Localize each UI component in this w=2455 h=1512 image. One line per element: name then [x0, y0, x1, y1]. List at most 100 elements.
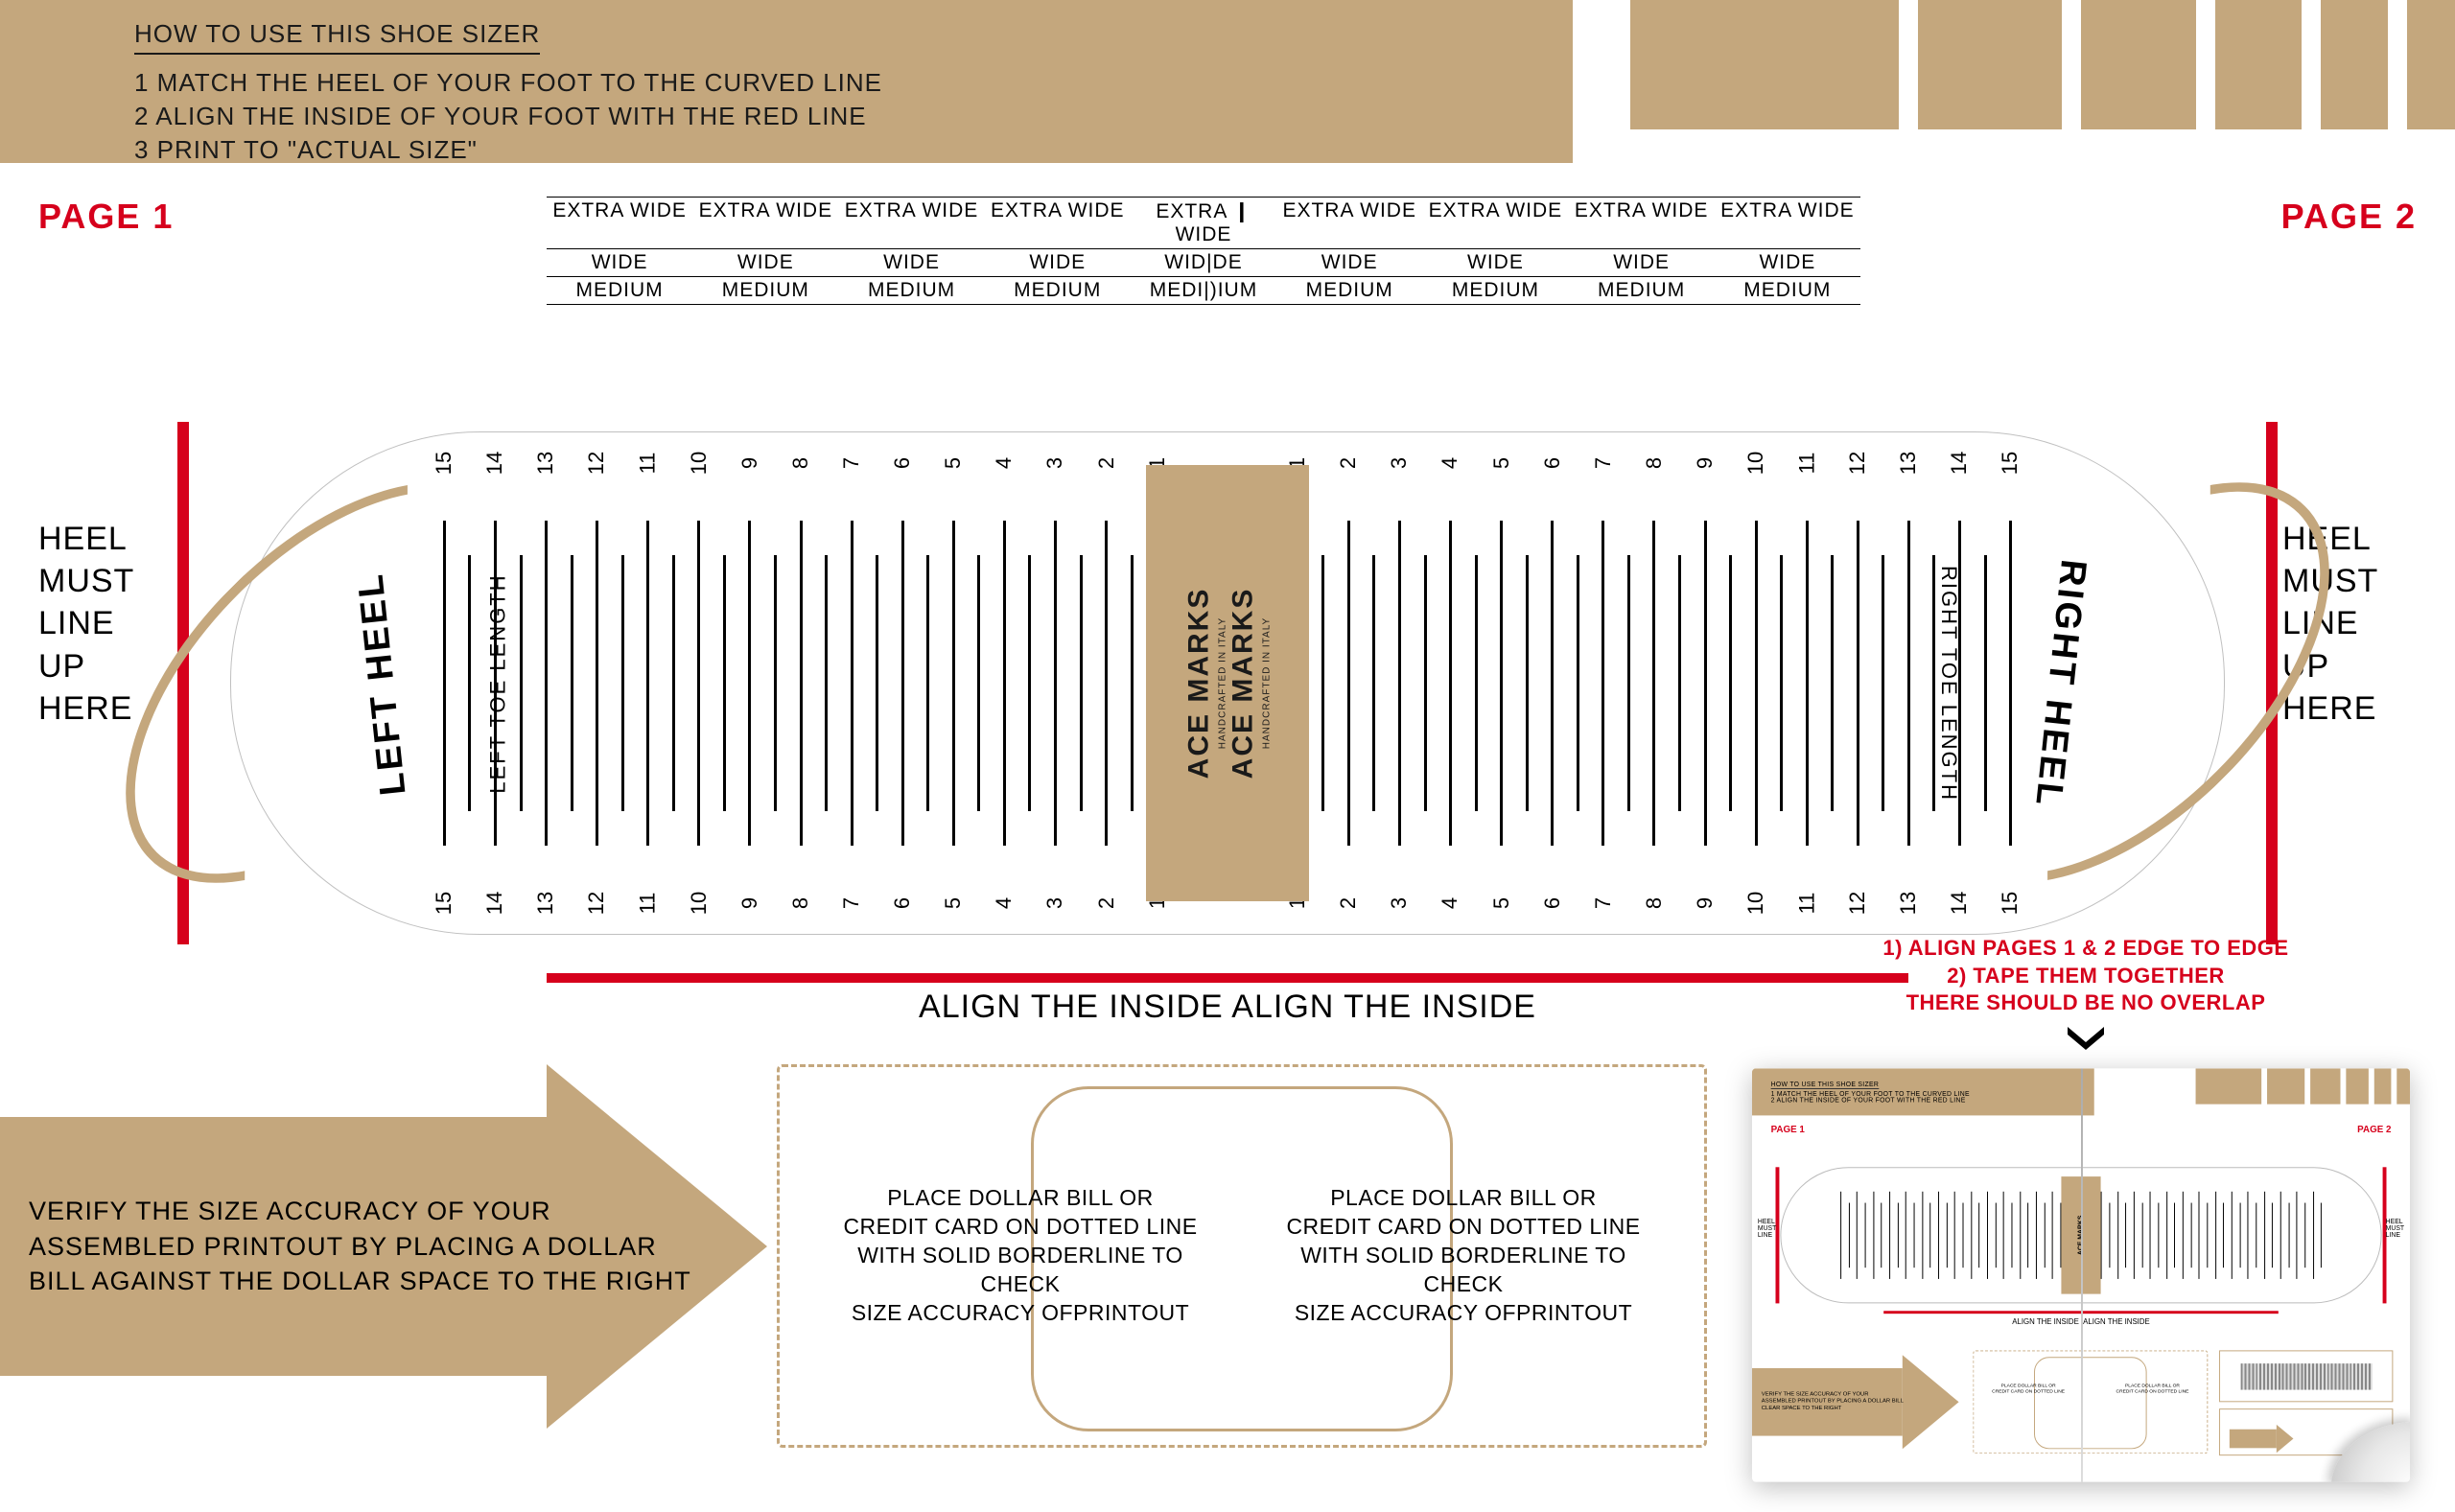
size-tick: 99: [1693, 451, 1718, 916]
size-tick: 44: [1438, 451, 1463, 916]
width-cell: EXTRA WIDE: [985, 198, 1131, 248]
width-cell: WIDE: [692, 249, 838, 276]
size-tick: 88: [788, 451, 814, 916]
size-tick: 1010: [687, 451, 713, 916]
size-tick: 88: [1642, 451, 1668, 916]
width-cell: EXTRA ❙ WIDE: [1131, 198, 1276, 248]
top-right-block: [2081, 0, 2196, 129]
size-tick: 1313: [1896, 451, 1922, 916]
page-2-label: PAGE 2: [2281, 197, 2417, 237]
width-cell: WIDE: [1422, 249, 1568, 276]
verify-text-left: PLACE DOLLAR BILL ORCREDIT CARD ON DOTTE…: [838, 1184, 1203, 1327]
size-tick: 66: [1539, 451, 1565, 916]
header-step-3: 3 PRINT TO "ACTUAL SIZE": [134, 135, 1438, 165]
mini-heel-l: HEELMUSTLINE: [1758, 1219, 1776, 1239]
size-tick: 77: [839, 451, 865, 916]
width-cell: MEDIUM: [1715, 277, 1860, 304]
width-cell: MEDIUM: [985, 277, 1131, 304]
half-tick: [916, 451, 942, 916]
mini-extra-1: [2219, 1350, 2393, 1402]
half-tick: [1017, 451, 1043, 916]
width-cell: WIDE: [838, 249, 984, 276]
size-tick: 55: [941, 451, 967, 916]
mini-page2: PAGE 2: [2357, 1125, 2391, 1135]
width-cell: MEDIUM: [838, 277, 984, 304]
half-tick: [1667, 451, 1693, 916]
arrow-text: VERIFY THE SIZE ACCURACY OF YOUR ASSEMBL…: [29, 1194, 700, 1298]
half-tick: [1565, 451, 1591, 916]
half-tick: [1922, 451, 1948, 916]
width-cell: MEDIUM: [1276, 277, 1422, 304]
mini-verify: PLACE DOLLAR BILL ORCREDIT CARD ON DOTTE…: [1973, 1350, 2208, 1454]
size-tick: 1010: [1743, 451, 1769, 916]
size-tick: 1313: [533, 451, 559, 916]
mini-preview: HOW TO USE THIS SHOE SIZER 1 MATCH THE H…: [1752, 1068, 2410, 1481]
size-tick: 33: [1042, 451, 1068, 916]
align-inside-text: ALIGN THE INSIDE ALIGN THE INSIDE: [919, 989, 1536, 1026]
width-cell: EXTRA WIDE: [547, 198, 692, 248]
assembly-diagram: 1) ALIGN PAGES 1 & 2 EDGE TO EDGE 2) TAP…: [1745, 935, 2426, 1491]
width-cell: EXTRA WIDE: [838, 198, 984, 248]
size-tick: 1414: [1947, 451, 1973, 916]
verify-text-right: PLACE DOLLAR BILL ORCREDIT CARD ON DOTTE…: [1281, 1184, 1646, 1327]
width-cell: WIDE: [1276, 249, 1422, 276]
half-tick: [1768, 451, 1794, 916]
verify-box: PLACE DOLLAR BILL ORCREDIT CARD ON DOTTE…: [777, 1064, 1707, 1448]
top-right-block: [2215, 0, 2302, 129]
brand-center-box: ACE MARKSHANDCRAFTED IN ITALY ACE MARKSH…: [1146, 465, 1309, 901]
size-tick: 1212: [1845, 451, 1871, 916]
page-1-label: PAGE 1: [38, 197, 174, 237]
size-tick: 1515: [432, 451, 457, 916]
half-tick: [762, 451, 788, 916]
size-tick: 1111: [1794, 451, 1820, 916]
mini-header: HOW TO USE THIS SHOE SIZER 1 MATCH THE H…: [1752, 1068, 2094, 1115]
width-cell: EXTRA WIDE: [1276, 198, 1422, 248]
verify-arrow: VERIFY THE SIZE ACCURACY OF YOUR ASSEMBL…: [0, 1069, 767, 1424]
half-tick: [864, 451, 890, 916]
half-tick: [559, 451, 585, 916]
half-tick: [1718, 451, 1743, 916]
half-tick: [1973, 451, 1999, 916]
size-tick: 44: [992, 451, 1017, 916]
size-tick: 55: [1488, 451, 1514, 916]
width-cell: MEDIUM: [1422, 277, 1568, 304]
header-bar: HOW TO USE THIS SHOE SIZER 1 MATCH THE H…: [0, 0, 1573, 163]
ruler-left: 1122334455667788991010111112121313141415…: [432, 451, 1170, 916]
mini-divider: [2081, 1068, 2083, 1481]
width-cell: WID|DE: [1131, 249, 1276, 276]
half-tick: [610, 451, 636, 916]
size-tick: 99: [737, 451, 763, 916]
width-cell: WIDE: [985, 249, 1131, 276]
mini-page1: PAGE 1: [1771, 1125, 1805, 1135]
top-right-block: [2321, 0, 2388, 129]
chevron-down-icon: [1745, 1023, 2426, 1057]
half-tick: [1871, 451, 1897, 916]
half-tick: [1514, 451, 1540, 916]
width-cell: WIDE: [1715, 249, 1860, 276]
half-tick: [1413, 451, 1438, 916]
top-right-block: [2407, 0, 2455, 129]
size-tick: 1515: [1998, 451, 2023, 916]
mini-top-right: [2196, 1068, 2410, 1104]
half-tick: [712, 451, 737, 916]
width-cell: EXTRA WIDE: [1569, 198, 1715, 248]
header-step-2: 2 ALIGN THE INSIDE OF YOUR FOOT WITH THE…: [134, 102, 1438, 131]
sizer-area: HEELMUSTLINEUPHERE HEELMUSTLINEUPHERE LE…: [96, 422, 2359, 944]
width-labels: EXTRA WIDEEXTRA WIDEEXTRA WIDEEXTRA WIDE…: [547, 197, 1860, 305]
size-tick: 1212: [584, 451, 610, 916]
width-cell: WIDE: [547, 249, 692, 276]
size-tick: 1414: [482, 451, 508, 916]
size-tick: 1111: [636, 451, 662, 916]
width-cell: EXTRA WIDE: [1715, 198, 1860, 248]
half-tick: [1616, 451, 1642, 916]
size-tick: 66: [890, 451, 916, 916]
top-right-block: [1630, 0, 1899, 129]
assembly-instr-2: 2) TAPE THEM TOGETHER: [1745, 963, 2426, 990]
half-tick: [1362, 451, 1388, 916]
size-tick: 77: [1591, 451, 1617, 916]
half-tick: [1819, 451, 1845, 916]
assembly-instr-3: THERE SHOULD BE NO OVERLAP: [1745, 989, 2426, 1017]
width-cell: EXTRA WIDE: [692, 198, 838, 248]
half-tick: [457, 451, 483, 916]
width-cell: MEDIUM: [692, 277, 838, 304]
